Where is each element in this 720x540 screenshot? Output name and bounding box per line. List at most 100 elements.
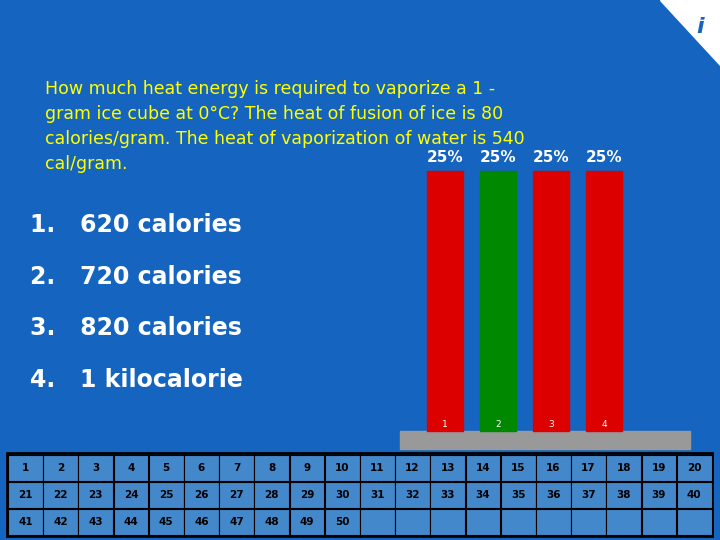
Bar (501, 482, 536, 508)
Bar (571, 455, 606, 481)
Bar (325, 482, 359, 508)
Bar (501, 455, 536, 481)
Text: 50: 50 (335, 517, 349, 526)
Text: 1: 1 (22, 463, 29, 472)
Bar (360, 482, 395, 508)
Text: 5: 5 (163, 463, 170, 472)
Bar (466, 509, 500, 535)
Text: 3: 3 (92, 463, 99, 472)
Text: 22: 22 (53, 490, 68, 500)
Bar (8, 509, 42, 535)
Text: 12: 12 (405, 463, 420, 472)
Text: 25%: 25% (533, 150, 570, 165)
Bar (219, 482, 254, 508)
Bar (219, 509, 254, 535)
Text: 39: 39 (652, 490, 666, 500)
Text: 6: 6 (198, 463, 205, 472)
Bar (536, 455, 571, 481)
Bar (677, 482, 711, 508)
Text: 25%: 25% (585, 150, 622, 165)
Text: 25%: 25% (427, 150, 463, 165)
Bar (184, 509, 219, 535)
Text: i: i (696, 17, 704, 37)
Bar (43, 482, 78, 508)
Text: 37: 37 (581, 490, 596, 500)
Bar (536, 482, 571, 508)
Text: 27: 27 (229, 490, 244, 500)
Bar (360, 455, 395, 481)
Bar (431, 482, 465, 508)
Text: 19: 19 (652, 463, 666, 472)
Text: 1: 1 (442, 420, 448, 429)
Bar (642, 509, 676, 535)
Bar (571, 509, 606, 535)
Bar (466, 455, 500, 481)
Text: 32: 32 (405, 490, 420, 500)
Bar (149, 482, 184, 508)
Bar (606, 509, 641, 535)
Text: 9: 9 (303, 463, 310, 472)
Text: 18: 18 (616, 463, 631, 472)
Polygon shape (660, 0, 720, 65)
Text: 26: 26 (194, 490, 209, 500)
Bar (571, 482, 606, 508)
Text: 4.   1 kilocalorie: 4. 1 kilocalorie (30, 368, 243, 392)
Text: 2.   720 calories: 2. 720 calories (30, 265, 242, 289)
Bar (289, 509, 324, 535)
Bar (480, 171, 516, 431)
Bar (431, 455, 465, 481)
Text: 14: 14 (476, 463, 490, 472)
Bar (114, 455, 148, 481)
Text: 23: 23 (89, 490, 103, 500)
Bar (606, 455, 641, 481)
Text: 42: 42 (53, 517, 68, 526)
Bar (395, 509, 430, 535)
Bar (533, 171, 569, 431)
Bar (254, 509, 289, 535)
Text: 45: 45 (159, 517, 174, 526)
Bar (427, 171, 463, 431)
Text: 31: 31 (370, 490, 384, 500)
Bar (78, 455, 113, 481)
Bar (219, 455, 254, 481)
Bar (254, 482, 289, 508)
Text: 41: 41 (18, 517, 32, 526)
Text: 47: 47 (229, 517, 244, 526)
Bar (149, 509, 184, 535)
Text: 4: 4 (601, 420, 607, 429)
Bar (8, 482, 42, 508)
Text: 10: 10 (335, 463, 349, 472)
Text: 29: 29 (300, 490, 314, 500)
Text: 33: 33 (441, 490, 455, 500)
Bar (395, 455, 430, 481)
Text: 1.   620 calories: 1. 620 calories (30, 213, 242, 237)
Text: 3.   820 calories: 3. 820 calories (30, 316, 242, 340)
Text: 44: 44 (124, 517, 138, 526)
Bar (395, 482, 430, 508)
Bar (43, 455, 78, 481)
Text: 17: 17 (581, 463, 596, 472)
Bar (501, 509, 536, 535)
Text: 21: 21 (18, 490, 32, 500)
Text: 36: 36 (546, 490, 561, 500)
Bar (677, 509, 711, 535)
Bar (184, 455, 219, 481)
Bar (114, 482, 148, 508)
Text: 30: 30 (335, 490, 349, 500)
Text: 4: 4 (127, 463, 135, 472)
Bar (289, 482, 324, 508)
Text: 2: 2 (495, 420, 501, 429)
Bar (431, 509, 465, 535)
Text: 48: 48 (264, 517, 279, 526)
Bar (466, 482, 500, 508)
Text: 25%: 25% (480, 150, 516, 165)
Text: 43: 43 (89, 517, 103, 526)
Bar (78, 509, 113, 535)
Bar (43, 509, 78, 535)
Bar (400, 431, 690, 449)
Bar (325, 455, 359, 481)
Bar (360, 509, 395, 535)
Bar (184, 482, 219, 508)
Text: 2: 2 (57, 463, 64, 472)
Bar (586, 171, 622, 431)
